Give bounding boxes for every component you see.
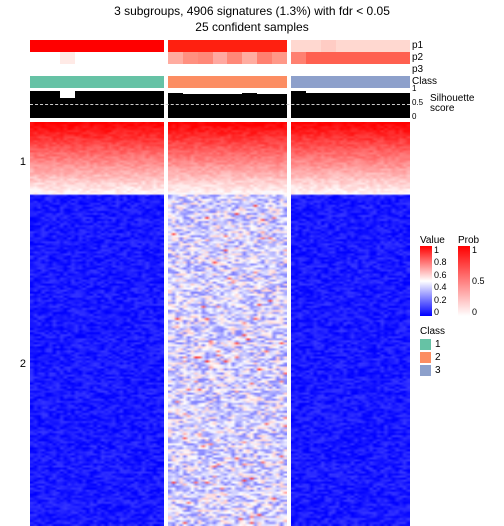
heatmap: 12 — [30, 122, 410, 526]
silh-tick: 0.5 — [412, 98, 423, 107]
annot-row-p3 — [30, 64, 410, 76]
legends: Value 10.80.60.40.20 Prob 10.50 Class 12… — [420, 235, 490, 376]
legend-value-tick: 0 — [434, 308, 439, 317]
heatmap-group-1 — [30, 122, 164, 526]
legend-value: Value 10.80.60.40.20 — [420, 235, 452, 316]
annot-label-p1: p1 — [412, 40, 423, 51]
heatmap-group-3 — [291, 122, 410, 526]
legend-class-label: 1 — [435, 339, 441, 350]
legend-prob: Prob 10.50 — [458, 235, 490, 316]
legend-prob-tick: 1 — [472, 246, 477, 255]
legend-value-tick: 0.8 — [434, 258, 447, 267]
silhouette-row — [30, 90, 410, 118]
annot-label-p2: p2 — [412, 52, 423, 63]
legend-class-label: 2 — [435, 352, 441, 363]
legend-class-item: 2 — [420, 352, 490, 363]
plot-area: 12 p1p2p3Class10.50Silhouettescore — [30, 40, 410, 500]
legend-prob-ticks: 10.50 — [470, 246, 490, 316]
legend-class: Class 1 2 3 — [420, 326, 490, 376]
heatmap-group-2 — [168, 122, 287, 526]
legend-value-gradient — [420, 246, 432, 316]
legend-prob-tick: 0 — [472, 308, 477, 317]
row-split-label-2: 2 — [12, 358, 26, 370]
legend-value-ticks: 1 0.8 0.6 0.4 0.2 0 — [432, 246, 452, 316]
legend-class-item: 3 — [420, 365, 490, 376]
legend-class-item: 1 — [420, 339, 490, 350]
row-split-label-1: 1 — [12, 156, 26, 168]
title-line-2: 25 confident samples — [0, 20, 504, 36]
legend-value-tick: 0.2 — [434, 296, 447, 305]
silh-tick: 1 — [412, 84, 416, 93]
legend-class-label: 3 — [435, 365, 441, 376]
legend-class-title: Class — [420, 326, 490, 337]
annot-row-Class — [30, 76, 410, 88]
silhouette-label: Silhouettescore — [430, 94, 474, 114]
legend-class-swatch — [420, 339, 431, 350]
legend-value-tick: 1 — [434, 246, 439, 255]
legend-prob-gradient — [458, 246, 470, 316]
annot-label-p3: p3 — [412, 64, 423, 75]
annot-row-p2 — [30, 52, 410, 64]
legend-value-tick: 0.6 — [434, 271, 447, 280]
title-line-1: 3 subgroups, 4906 signatures (1.3%) with… — [0, 4, 504, 20]
plot-title: 3 subgroups, 4906 signatures (1.3%) with… — [0, 0, 504, 35]
legend-class-swatch — [420, 365, 431, 376]
annotation-rows — [30, 40, 410, 88]
annot-row-p1 — [30, 40, 410, 52]
legend-value-tick: 0.4 — [434, 283, 447, 292]
legend-class-swatch — [420, 352, 431, 363]
legend-prob-tick: 0.5 — [472, 277, 485, 286]
silh-tick: 0 — [412, 112, 416, 121]
